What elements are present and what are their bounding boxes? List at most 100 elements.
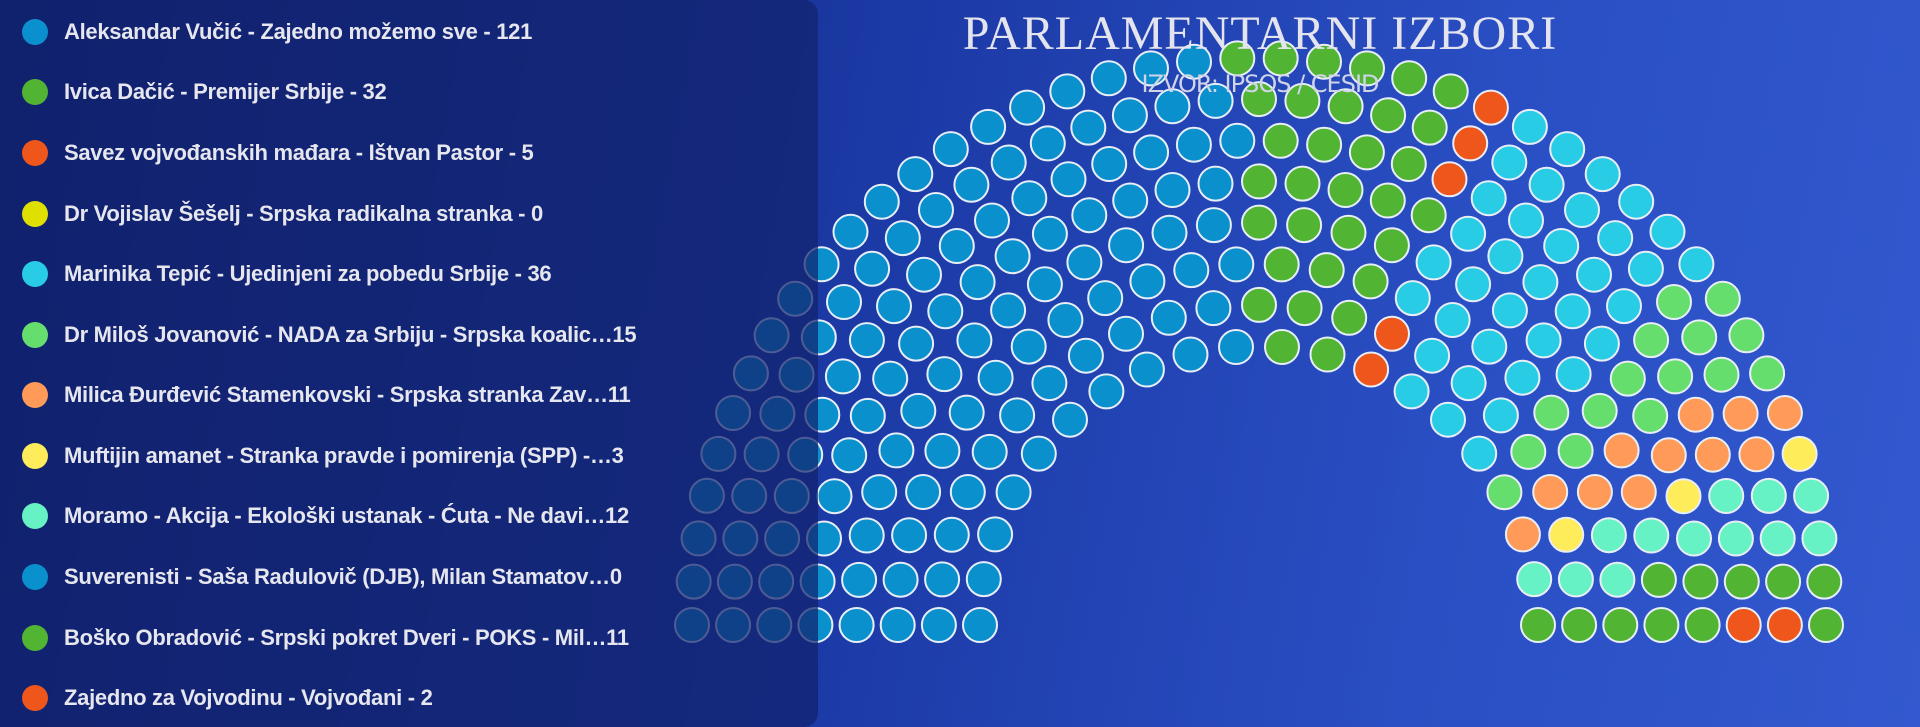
- seat-dot: [1728, 317, 1765, 354]
- seat-dot: [1052, 401, 1088, 438]
- seat-dot: [1087, 280, 1124, 317]
- legend-item[interactable]: Savez vojvođanskih mađara - Ištvan Pasto…: [22, 138, 534, 168]
- seat-dot: [1411, 109, 1448, 146]
- seat-dot: [848, 322, 885, 359]
- seat-dot: [953, 166, 990, 203]
- seat-dot: [848, 517, 885, 554]
- seat-dot: [1431, 161, 1468, 198]
- seat-dot: [832, 213, 869, 250]
- seat-dot: [872, 360, 909, 397]
- seat-dot: [1597, 220, 1634, 257]
- seat-dot: [1369, 182, 1406, 219]
- seat-dot: [1491, 292, 1528, 329]
- seat-dot: [1561, 607, 1598, 643]
- seat-dot: [1583, 325, 1620, 362]
- legend-label: Marinika Tepić - Ujedinjeni za pobedu Sr…: [64, 261, 552, 286]
- seat-dot: [1394, 280, 1431, 317]
- legend-color-dot: [22, 503, 48, 529]
- legend-item[interactable]: Boško Obradović - Srpski pokret Dveri - …: [22, 623, 629, 653]
- seat-dot: [1352, 263, 1389, 300]
- seat-dot: [861, 474, 898, 511]
- legend-item[interactable]: Milica Đurđević Stamenkovski - Srpska st…: [22, 380, 631, 410]
- legend-item[interactable]: Aleksandar Vučić - Zajedno možemo sve - …: [22, 17, 532, 47]
- seat-dot: [1410, 197, 1447, 234]
- legend-item[interactable]: Suverenisti - Saša Radulovič (DJB), Mila…: [22, 562, 622, 592]
- seat-dot: [959, 264, 996, 301]
- seat-dot: [1327, 172, 1364, 208]
- seat-dot: [1414, 337, 1451, 374]
- seat-dot: [1241, 81, 1277, 118]
- seat-dot: [1549, 131, 1586, 168]
- seat-dot: [994, 238, 1031, 275]
- seat-dot: [1241, 163, 1277, 200]
- seat-dot: [1508, 202, 1544, 239]
- seat-dot: [999, 397, 1036, 434]
- seat-dot: [1576, 474, 1613, 510]
- seat-dot: [1609, 360, 1646, 397]
- seat-dot: [906, 256, 942, 293]
- seat-dot: [1393, 373, 1430, 410]
- legend-item[interactable]: Dr Vojislav Šešelj - Srpska radikalna st…: [22, 199, 543, 229]
- seat-dot: [882, 561, 919, 598]
- seat-dot: [1370, 97, 1407, 134]
- seat-dot: [1374, 315, 1410, 352]
- seat-dot: [1020, 435, 1057, 472]
- legend-label: Ivica Dačić - Premijer Srbije - 32: [64, 79, 387, 104]
- seat-dot: [1584, 156, 1621, 193]
- chart-subtitle: IZVOR: IPSOS / CESID: [1141, 70, 1379, 98]
- seat-dot: [1173, 252, 1210, 289]
- legend-item[interactable]: Marinika Tepić - Ujedinjeni za pobedu Sr…: [22, 259, 552, 289]
- legend-item[interactable]: Ivica Dačić - Premijer Srbije - 32: [22, 77, 387, 107]
- seat-dot: [1047, 302, 1084, 338]
- seat-dot: [927, 293, 964, 330]
- seat-dot: [1176, 43, 1212, 80]
- seat-dot: [1581, 392, 1618, 429]
- legend-color-dot: [22, 685, 48, 711]
- seat-dot: [1128, 351, 1165, 388]
- legend-item[interactable]: Moramo - Akcija - Ekološki ustanak - Ćut…: [22, 501, 629, 531]
- seat-dot: [905, 474, 942, 510]
- seat-dot: [1390, 146, 1427, 182]
- legend-label: Savez vojvođanskih mađara - Ištvan Pasto…: [64, 140, 534, 165]
- seat-dot: [1154, 172, 1191, 208]
- seat-dot: [897, 156, 934, 193]
- seat-dot: [1308, 252, 1345, 289]
- seat-dot: [854, 250, 891, 287]
- seat-dot: [948, 394, 985, 431]
- seat-dot: [1450, 215, 1487, 252]
- seat-dot: [849, 397, 886, 434]
- seat-dot: [1602, 607, 1639, 643]
- seat-dot: [1543, 228, 1580, 264]
- seat-dot: [956, 322, 993, 359]
- legend-item[interactable]: Zajedno za Vojvodinu - Vojvođani - 2: [22, 683, 433, 713]
- seat-dot: [1525, 322, 1562, 359]
- legend-item[interactable]: Dr Miloš Jovanović - NADA za Srbiju - Sr…: [22, 320, 637, 350]
- seat-dot: [1682, 563, 1719, 600]
- seat-dot: [1286, 207, 1323, 244]
- seat-dot: [1676, 520, 1712, 557]
- seat-dot: [1219, 40, 1256, 77]
- seat-dot: [1461, 435, 1498, 472]
- seat-dot: [824, 358, 861, 395]
- seat-dot: [1643, 607, 1680, 643]
- seat-dot: [1197, 165, 1234, 202]
- seat-dot: [990, 144, 1027, 181]
- seat-dot: [1330, 214, 1367, 251]
- seat-dot: [1504, 359, 1541, 396]
- legend-item[interactable]: Muftijin amanet - Stranka pravde i pomir…: [22, 441, 624, 471]
- seat-dot: [1633, 517, 1670, 554]
- seat-dot: [1618, 183, 1655, 220]
- seat-dot: [1491, 144, 1528, 181]
- seat-dot: [1738, 436, 1775, 473]
- seat-dot: [1455, 266, 1492, 303]
- seat-dot: [1262, 122, 1299, 159]
- seat-dot: [1516, 561, 1553, 598]
- seat-dot: [1472, 89, 1509, 126]
- legend-color-dot: [22, 322, 48, 348]
- seat-dot: [1450, 365, 1487, 402]
- seat-dot: [1532, 474, 1569, 510]
- seat-dot: [1504, 516, 1541, 553]
- seat-dot: [1071, 197, 1108, 234]
- seat-dot: [1627, 250, 1664, 287]
- seat-dot: [1195, 207, 1232, 244]
